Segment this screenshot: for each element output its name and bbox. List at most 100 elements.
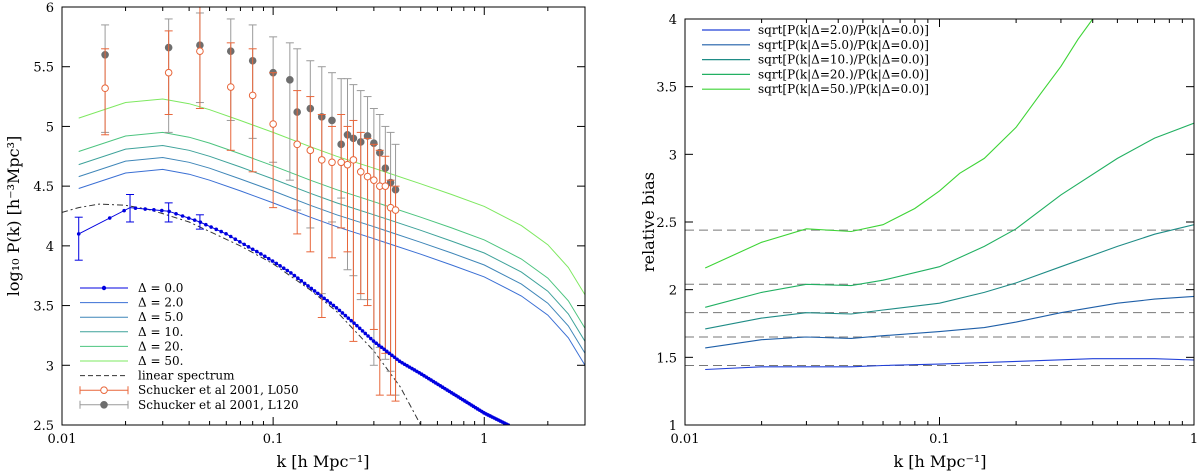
l050-point — [328, 158, 336, 167]
delta-0-point — [387, 351, 392, 356]
x-tick-label: 0.01 — [48, 432, 77, 447]
x-axis-label: k [h Mpc⁻¹] — [893, 452, 986, 471]
delta-0-point — [186, 216, 191, 220]
legend-label: sqrt[P(k|Δ=2.0)/P(k|Δ=0.0)] — [758, 23, 929, 37]
delta-0-point — [377, 343, 381, 348]
delta-0-point — [366, 334, 370, 338]
delta-0-point — [152, 208, 156, 212]
y-tick-label: 4.5 — [33, 180, 54, 195]
relative-bias-panel: 0.01 0.1 1 1 1.5 2 2.5 3 3.5 4 k [h Mpc⁻¹] relati… — [639, 13, 1198, 471]
delta-0-point — [263, 254, 267, 259]
l120-point — [286, 76, 294, 84]
delta-0-point — [122, 208, 126, 213]
delta-0-point — [259, 252, 263, 256]
legend-entry: Schucker et al 2001, L120 — [79, 398, 299, 412]
delta-0-point — [312, 289, 317, 293]
delta-0-point — [228, 234, 233, 239]
y-tick-label: 5 — [46, 120, 54, 135]
plot-frame — [61, 6, 586, 426]
legend-label: Δ = 10. — [138, 325, 183, 339]
legend-label: Δ = 20. — [138, 339, 183, 353]
delta-0-point — [316, 291, 320, 296]
delta-0-point — [368, 336, 373, 341]
legend-entry: Δ = 0.0 — [80, 281, 183, 295]
l050-point — [248, 91, 257, 100]
delta-0-point — [224, 231, 228, 236]
bias-curve — [705, 224, 1194, 330]
delta-0-point — [174, 211, 178, 216]
l050-point — [391, 206, 400, 214]
delta-0-point — [340, 311, 345, 315]
delta-0-point — [352, 321, 356, 325]
y-tick-label: 3.5 — [656, 81, 677, 96]
l050-point — [226, 83, 235, 91]
delta-0-point — [292, 273, 297, 278]
l050-point — [293, 140, 301, 149]
delta-0-point — [107, 216, 112, 220]
legend-entry: Δ = 5.0 — [80, 310, 183, 324]
l050-point — [164, 68, 173, 77]
delta-0-point — [281, 266, 286, 270]
delta-0-point — [159, 208, 164, 213]
x-tick-label: 0.1 — [929, 432, 950, 447]
delta-0-point — [328, 301, 333, 305]
y-tick-label: 4 — [46, 240, 54, 255]
l050-point — [101, 84, 109, 93]
legend-label: linear spectrum — [138, 369, 235, 383]
delta-0-point — [133, 206, 138, 210]
delta-0-point — [167, 209, 171, 214]
bias-curve — [704, 19, 1094, 269]
legend-marker — [101, 285, 107, 291]
delta-0-point — [289, 271, 293, 275]
legend-label: sqrt[P(k|Δ=10.)/P(k|Δ=0.0)] — [758, 53, 929, 67]
delta-0-point — [392, 355, 397, 360]
legend-entry: Δ = 10. — [80, 325, 183, 339]
x-tick-label: 0.1 — [263, 432, 284, 447]
legend-entry: Schucker et al 2001, L050 — [79, 383, 299, 397]
delta-0-point — [246, 245, 251, 249]
delta-0-point — [180, 214, 185, 218]
bias-curve — [705, 295, 1194, 349]
y-tick-label: 1.5 — [656, 351, 677, 366]
legend-marker — [100, 386, 108, 395]
legend-label: Δ = 50. — [138, 354, 183, 368]
y-tick-label: 6 — [46, 1, 54, 16]
l050-point — [269, 120, 277, 128]
legend-label: sqrt[P(k|Δ=5.0)/P(k|Δ=0.0)] — [758, 38, 929, 52]
delta-0-point — [270, 259, 275, 263]
legend-entry: Δ = 20. — [80, 339, 183, 353]
l050-point — [363, 172, 372, 181]
y-tick-label: 4 — [669, 13, 677, 28]
delta-0-point — [76, 232, 81, 236]
y-tick-label: 2.5 — [656, 216, 677, 231]
delta-0-point — [363, 331, 368, 336]
legend-label: sqrt[P(k|Δ=20.)/P(k|Δ=0.0)] — [758, 67, 929, 81]
delta-0-point — [204, 222, 208, 227]
delta-0-point — [242, 242, 246, 247]
model-curve — [78, 144, 585, 342]
delta-0-point — [214, 227, 219, 232]
y-axis-label: log₁₀ P(k) [h⁻³Mpc³] — [4, 136, 23, 297]
l050-point — [343, 160, 352, 169]
legend-label: Δ = 2.0 — [138, 296, 183, 310]
y-axis-label: relative bias — [639, 172, 658, 272]
legend-label: Schucker et al 2001, L120 — [138, 398, 299, 412]
delta-0-point — [382, 347, 386, 352]
l050-point — [370, 176, 378, 184]
delta-0-point — [285, 268, 290, 273]
legend-label: Δ = 0.0 — [138, 281, 183, 295]
l050-point — [356, 168, 365, 176]
delta-0-point — [331, 303, 336, 308]
legend-entry: sqrt[P(k|Δ=20.)/P(k|Δ=0.0)] — [702, 67, 929, 81]
delta-0-point — [390, 353, 394, 358]
model-curve — [78, 98, 585, 296]
delta-0-point — [209, 225, 213, 229]
l120-point — [328, 116, 336, 125]
legend-label: Schucker et al 2001, L050 — [138, 383, 299, 397]
linear-spectrum-curve — [62, 203, 422, 425]
x-tick-label: 1 — [1190, 432, 1198, 447]
y-tick-label: 2 — [669, 284, 677, 299]
delta-0-point — [349, 318, 353, 323]
delta-0-point — [357, 326, 362, 331]
